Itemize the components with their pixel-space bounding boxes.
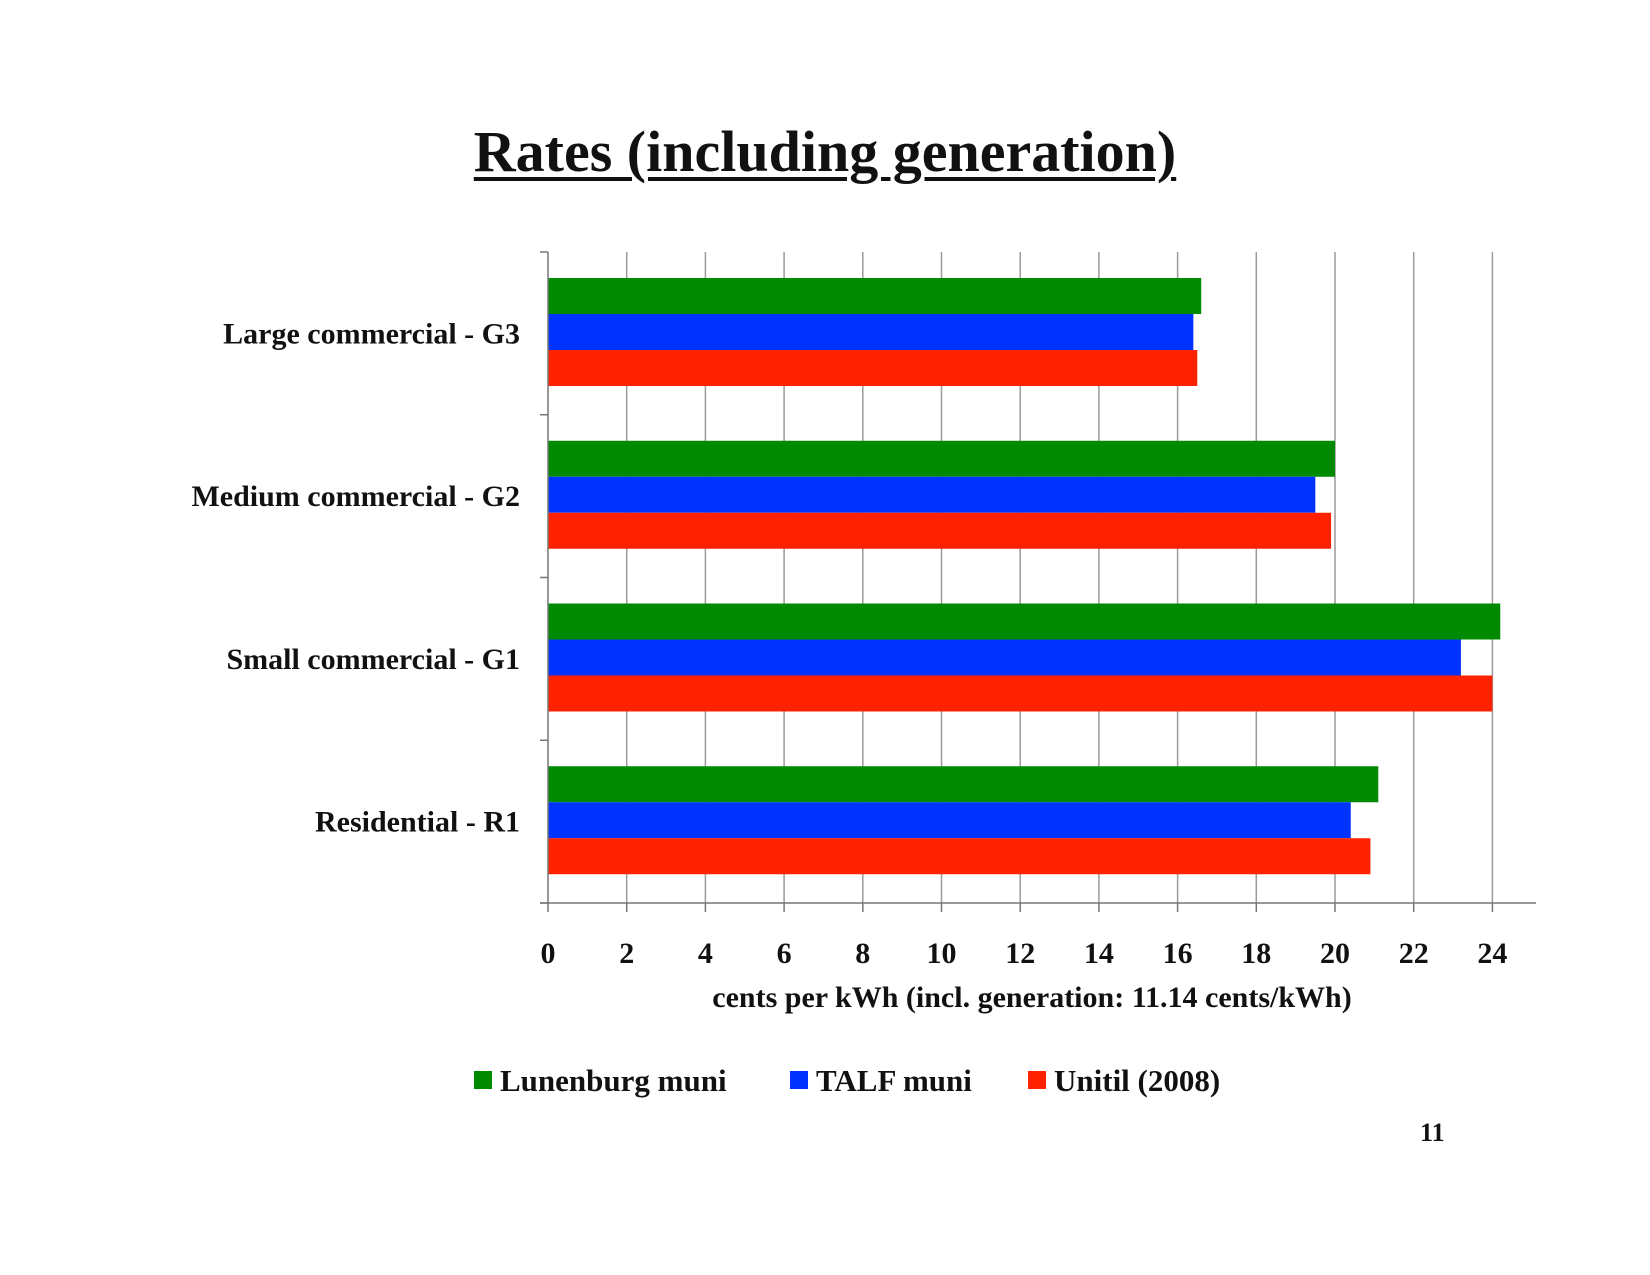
legend: Lunenburg muni TALF muni Unitil (2008) (474, 1063, 1220, 1098)
legend-label-3: Unitil (2008) (1054, 1063, 1220, 1098)
x-tick-label-4: 4 (698, 937, 713, 970)
x-tick-label-20: 20 (1320, 937, 1350, 970)
legend-label-1: Lunenburg muni (500, 1063, 727, 1098)
page-number: 11 (1420, 1118, 1445, 1147)
legend-swatch-3 (1028, 1071, 1046, 1089)
legend-swatch-2 (790, 1071, 808, 1089)
legend-swatch-1 (474, 1071, 492, 1089)
bar-talf-muni-2 (548, 476, 1316, 513)
category-label: Small commercial - G1 (226, 643, 520, 676)
bar-talf-muni-4 (548, 802, 1351, 839)
bar-unitil-2008-2 (548, 512, 1332, 549)
bar-lunenburg-muni-4 (548, 766, 1379, 803)
slide-title: Rates (including generation) (473, 119, 1177, 184)
x-tick-label-16: 16 (1163, 937, 1193, 970)
axes (540, 251, 1536, 912)
x-tick-label-14: 14 (1084, 937, 1114, 970)
x-tick-label-6: 6 (777, 937, 792, 970)
bars (548, 278, 1501, 875)
x-tick-label-24: 24 (1477, 937, 1507, 970)
x-axis-title: cents per kWh (incl. generation: 11.14 c… (712, 981, 1351, 1014)
category-label: Medium commercial - G2 (191, 480, 520, 513)
x-tick-label-2: 2 (619, 937, 634, 970)
legend-label-2: TALF muni (816, 1063, 972, 1098)
x-tick-label-8: 8 (855, 937, 870, 970)
bar-unitil-2008-4 (548, 838, 1371, 875)
x-tick-label-12: 12 (1005, 937, 1035, 970)
bar-unitil-2008-1 (548, 350, 1198, 386)
bar-talf-muni-3 (548, 639, 1461, 676)
x-tick-label-0: 0 (541, 937, 556, 970)
category-labels: Large commercial - G3 Medium commercial -… (191, 317, 520, 838)
x-tick-label-22: 22 (1399, 937, 1429, 970)
category-label: Residential - R1 (315, 806, 520, 839)
x-tick-label-18: 18 (1241, 937, 1271, 970)
category-label: Large commercial - G3 (223, 317, 520, 350)
bar-talf-muni-1 (548, 314, 1194, 350)
x-tick-label-10: 10 (927, 937, 957, 970)
bar-lunenburg-muni-1 (548, 278, 1202, 314)
bar-unitil-2008-3 (548, 675, 1493, 712)
bar-lunenburg-muni-3 (548, 603, 1501, 640)
tick-labels: 0 2 4 6 8 10 12 14 16 18 20 22 24 (541, 937, 1508, 970)
bar-lunenburg-muni-2 (548, 440, 1335, 477)
